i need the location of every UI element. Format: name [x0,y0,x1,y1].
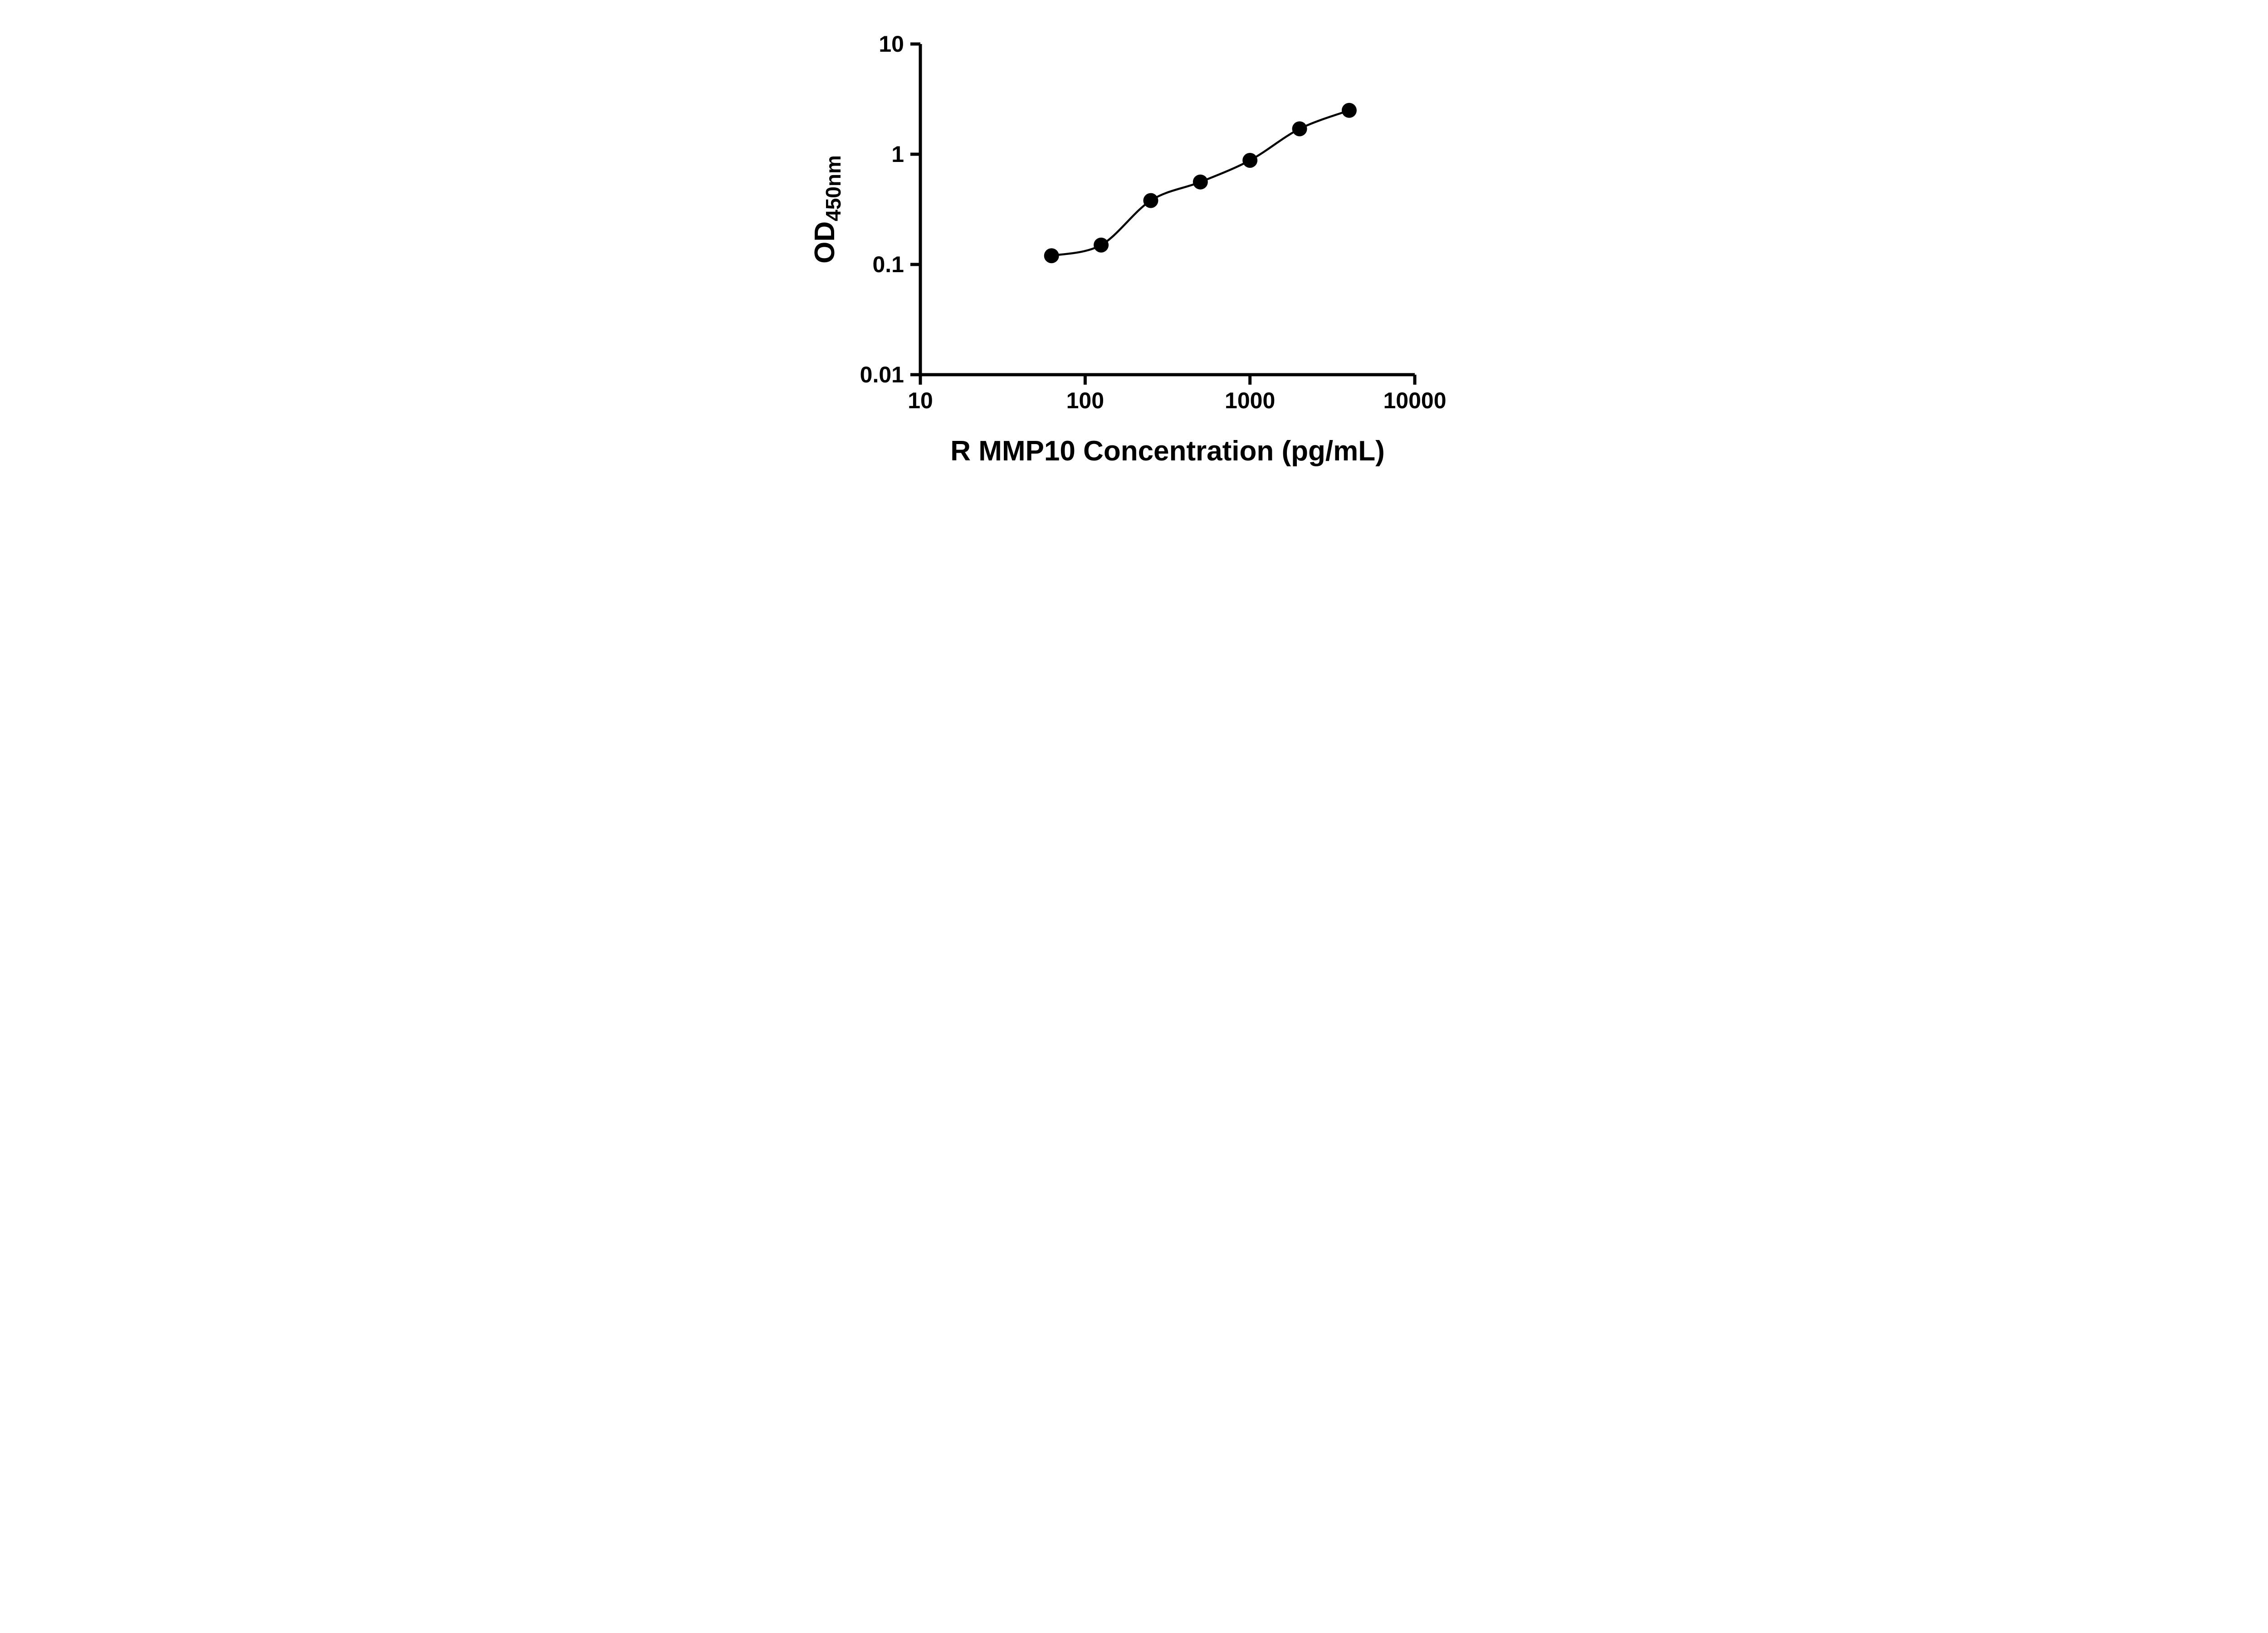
chart-canvas: 10 100 1000 10000 0.01 0.1 1 10 R MMP10 Concentr… [784,0,1484,490]
x-tick-label: 10 [908,388,933,413]
y-axis-title-main: OD [809,221,841,264]
data-point-marker [1242,152,1258,168]
data-point-marker [1341,103,1357,118]
y-tick-label: 0.01 [860,362,904,387]
figure-page: 10 100 1000 10000 0.01 0.1 1 10 R MMP10 Concentr… [784,0,1484,490]
y-tick-label: 10 [879,31,904,57]
x-tick-label: 100 [1066,388,1104,413]
x-axis-title: R MMP10 Concentration (pg/mL) [950,435,1385,467]
data-point-marker [1094,237,1109,253]
data-point-marker [1193,174,1208,190]
chart-background [784,0,1484,490]
x-tick-label: 10000 [1383,388,1446,413]
y-tick-label: 1 [891,142,904,167]
data-point-marker [1044,248,1059,264]
y-axis-title: OD450nm [809,155,845,264]
standard-curve-chart: 10 100 1000 10000 0.01 0.1 1 10 R MMP10 Concentr… [784,0,1484,490]
data-point-marker [1292,121,1307,137]
y-axis-title-subscript: 450nm [821,155,845,221]
y-tick-label: 0.1 [872,252,904,277]
x-tick-label: 1000 [1225,388,1275,413]
data-point-marker [1143,193,1158,208]
